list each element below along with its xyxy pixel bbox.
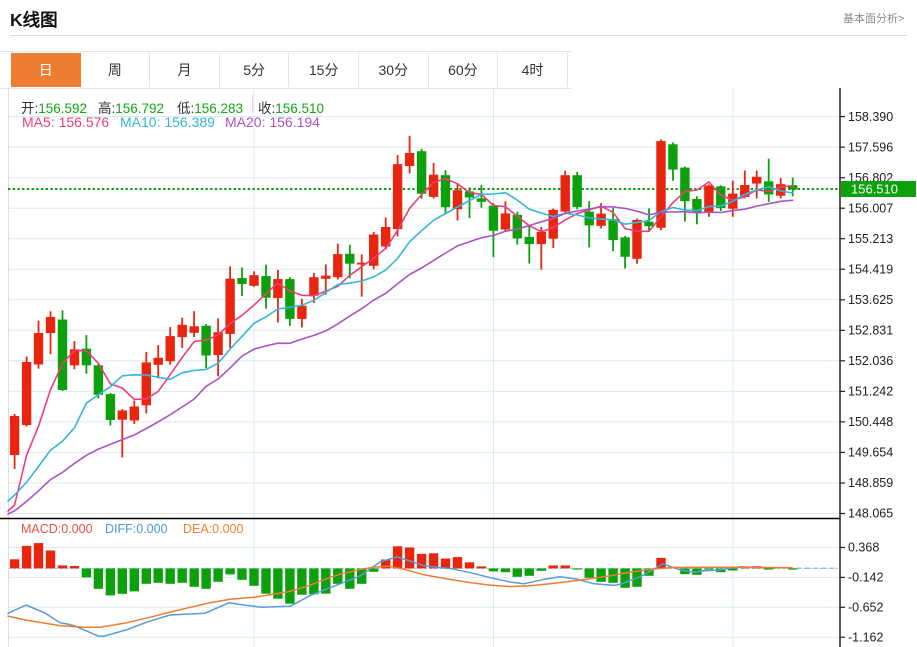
svg-text:156.007: 156.007 bbox=[848, 201, 893, 215]
svg-text:-0.142: -0.142 bbox=[848, 571, 883, 585]
svg-text:153.625: 153.625 bbox=[848, 293, 893, 307]
svg-text:158.390: 158.390 bbox=[848, 110, 893, 124]
svg-text:150.448: 150.448 bbox=[848, 415, 893, 429]
svg-text:148.065: 148.065 bbox=[848, 507, 893, 521]
svg-text:156.510: 156.510 bbox=[851, 182, 898, 197]
svg-text:154.419: 154.419 bbox=[848, 262, 893, 276]
svg-text:155.213: 155.213 bbox=[848, 232, 893, 246]
svg-text:-0.652: -0.652 bbox=[848, 601, 883, 615]
svg-text:152.831: 152.831 bbox=[848, 324, 893, 338]
svg-text:-1.162: -1.162 bbox=[848, 630, 883, 644]
svg-text:157.596: 157.596 bbox=[848, 140, 893, 154]
svg-text:151.242: 151.242 bbox=[848, 385, 893, 399]
svg-text:0.368: 0.368 bbox=[848, 541, 879, 555]
svg-text:148.859: 148.859 bbox=[848, 476, 893, 490]
svg-text:149.654: 149.654 bbox=[848, 446, 893, 460]
svg-text:152.036: 152.036 bbox=[848, 354, 893, 368]
